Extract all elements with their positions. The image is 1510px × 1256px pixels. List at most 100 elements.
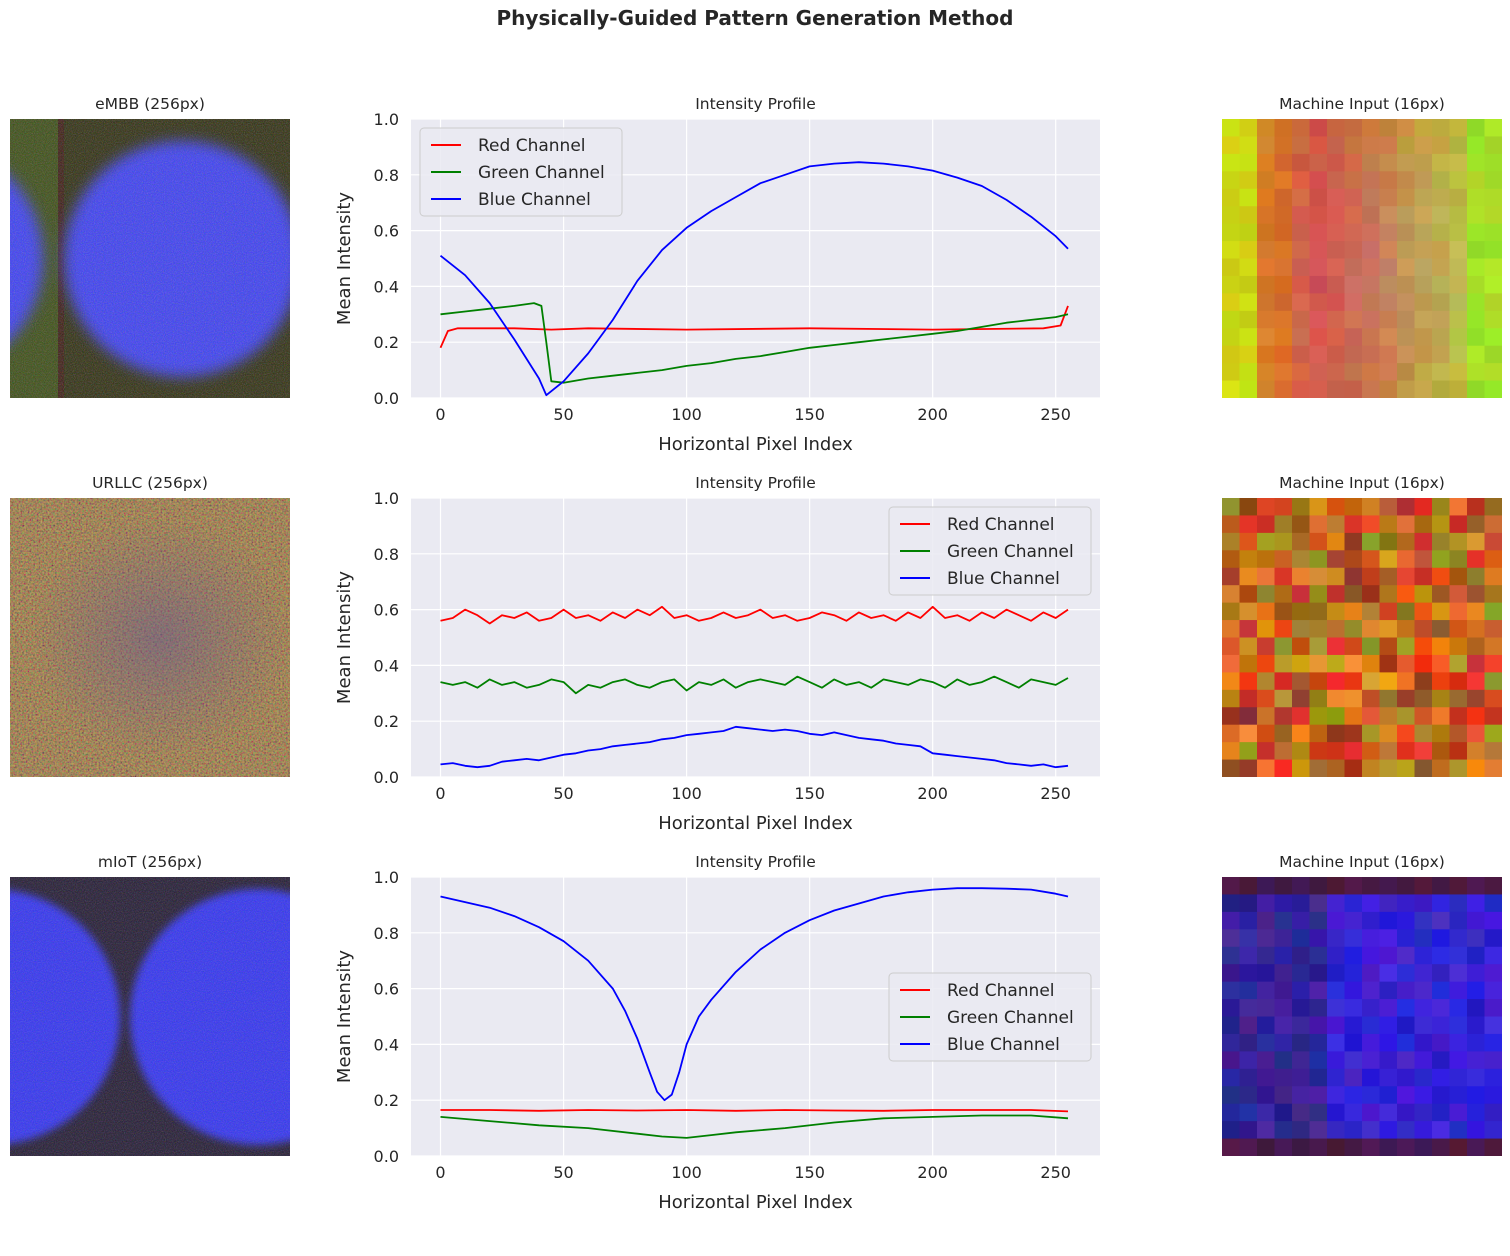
machine-input-pixel xyxy=(1379,171,1398,190)
machine-input-pixel xyxy=(1239,532,1258,551)
machine-input-pixel xyxy=(1397,275,1416,294)
machine-input-pixel xyxy=(1484,293,1503,312)
machine-input-pixel xyxy=(1327,929,1346,948)
machine-input-pixel xyxy=(1449,1086,1468,1105)
machine-input-pixel xyxy=(1449,567,1468,586)
machine-input-pixel xyxy=(1467,532,1486,551)
x-tick-label: 150 xyxy=(794,784,825,803)
x-axis-label: Horizontal Pixel Index xyxy=(658,1192,853,1213)
machine-input-pixel xyxy=(1327,946,1346,965)
machine-input-pixel xyxy=(1292,877,1311,896)
x-tick-label: 250 xyxy=(1040,405,1071,424)
machine-input-pixel xyxy=(1484,759,1503,778)
machine-input-pixel xyxy=(1257,707,1276,726)
y-tick-label: 0.4 xyxy=(374,656,399,675)
machine-input-pixel xyxy=(1362,567,1381,586)
machine-input-pixel xyxy=(1467,672,1486,691)
machine-input-pixel xyxy=(1414,742,1433,761)
machine-input-pixel xyxy=(1379,672,1398,691)
machine-input-pixel xyxy=(1327,759,1346,778)
machine-input-pixel xyxy=(1484,981,1503,1000)
machine-input-pixel xyxy=(1257,585,1276,604)
machine-input-pixel xyxy=(1414,188,1433,207)
machine-input-pixel xyxy=(1414,620,1433,639)
machine-input-pixel xyxy=(1467,1051,1486,1070)
legend-box xyxy=(419,127,623,217)
machine-input-pixel xyxy=(1484,328,1503,347)
machine-input-pixel xyxy=(1432,999,1451,1018)
machine-input-pixel xyxy=(1222,724,1241,743)
machine-input-pixel xyxy=(1432,689,1451,708)
machine-input-pixel xyxy=(1484,567,1503,586)
machine-input-pixel xyxy=(1274,206,1293,225)
machine-input-pixel xyxy=(1239,310,1258,329)
machine-input-pixel xyxy=(1309,171,1328,190)
machine-input-pixel xyxy=(1257,981,1276,1000)
machine-input-pixel xyxy=(1432,964,1451,983)
row-miot: mIoT (256px) Intensity Profile 0 50 100 150… xyxy=(0,853,1510,1256)
machine-input-pixel xyxy=(1292,223,1311,242)
legend-label: Blue Channel xyxy=(947,569,1060,589)
machine-input-pixel xyxy=(1327,1138,1346,1157)
machine-input-pixel xyxy=(1397,1086,1416,1105)
machine-input-pixel xyxy=(1362,498,1381,517)
machine-input-pixel xyxy=(1239,1033,1258,1052)
machine-input-pixel xyxy=(1449,532,1468,551)
machine-input-pixel xyxy=(1257,689,1276,708)
machine-input-pixel xyxy=(1414,498,1433,517)
machine-input-pixel xyxy=(1327,689,1346,708)
machine-input-pixel xyxy=(1484,498,1503,517)
machine-input-pixel xyxy=(1362,1068,1381,1087)
machine-input-pixel xyxy=(1257,1033,1276,1052)
x-tick-label: 100 xyxy=(671,1163,702,1182)
machine-input-pixel xyxy=(1432,637,1451,656)
machine-input-pixel xyxy=(1327,585,1346,604)
machine-input-pixel xyxy=(1397,363,1416,382)
machine-input-pixel xyxy=(1292,275,1311,294)
machine-input-pixel xyxy=(1344,275,1363,294)
machine-input-pixel xyxy=(1449,1033,1468,1052)
machine-input-pixel xyxy=(1274,567,1293,586)
machine-input-pixel xyxy=(1222,171,1241,190)
machine-input-image-embb xyxy=(1222,119,1503,399)
machine-input-pixel xyxy=(1432,1051,1451,1070)
machine-input-pixel xyxy=(1362,877,1381,896)
miot-two-circles-image xyxy=(0,877,386,1156)
machine-input-pixel xyxy=(1257,241,1276,260)
machine-input-pixel xyxy=(1414,328,1433,347)
machine-input-pixel xyxy=(1222,707,1241,726)
machine-input-pixel xyxy=(1274,1016,1293,1035)
machine-input-pixel xyxy=(1274,1033,1293,1052)
machine-input-pixel xyxy=(1414,1138,1433,1157)
intensity-profile-chart-embb: 0 50 100 150 200 250 0.0 0.2 0.4 0.6 0.8 1.0 Horizon… xyxy=(334,110,1100,455)
machine-input-pixel xyxy=(1292,293,1311,312)
machine-input-pixel xyxy=(1414,946,1433,965)
machine-input-pixel xyxy=(1449,620,1468,639)
machine-input-pixel xyxy=(1292,171,1311,190)
machine-input-pixel xyxy=(1344,550,1363,569)
machine-input-pixel xyxy=(1414,707,1433,726)
machine-input-pixel xyxy=(1292,310,1311,329)
machine-input-pixel xyxy=(1274,119,1293,138)
machine-input-pixel xyxy=(1327,532,1346,551)
machine-input-pixel xyxy=(1274,672,1293,691)
machine-input-pixel xyxy=(1362,929,1381,948)
machine-input-title: Machine Input (16px) xyxy=(1279,95,1445,113)
machine-input-pixel xyxy=(1344,999,1363,1018)
machine-input-pixel xyxy=(1344,241,1363,260)
machine-input-pixel xyxy=(1379,1068,1398,1087)
machine-input-pixel xyxy=(1397,689,1416,708)
machine-input-pixel xyxy=(1432,759,1451,778)
machine-input-pixel xyxy=(1414,241,1433,260)
machine-input-pixel xyxy=(1239,275,1258,294)
machine-input-pixel xyxy=(1362,1016,1381,1035)
machine-input-pixel xyxy=(1467,620,1486,639)
machine-input-pixel xyxy=(1414,275,1433,294)
machine-input-pixel xyxy=(1449,894,1468,913)
machine-input-pixel xyxy=(1397,136,1416,155)
machine-input-pixel xyxy=(1292,911,1311,930)
machine-input-pixel xyxy=(1239,153,1258,172)
machine-input-pixel xyxy=(1257,498,1276,517)
machine-input-pixel xyxy=(1327,911,1346,930)
machine-input-pixel xyxy=(1274,153,1293,172)
